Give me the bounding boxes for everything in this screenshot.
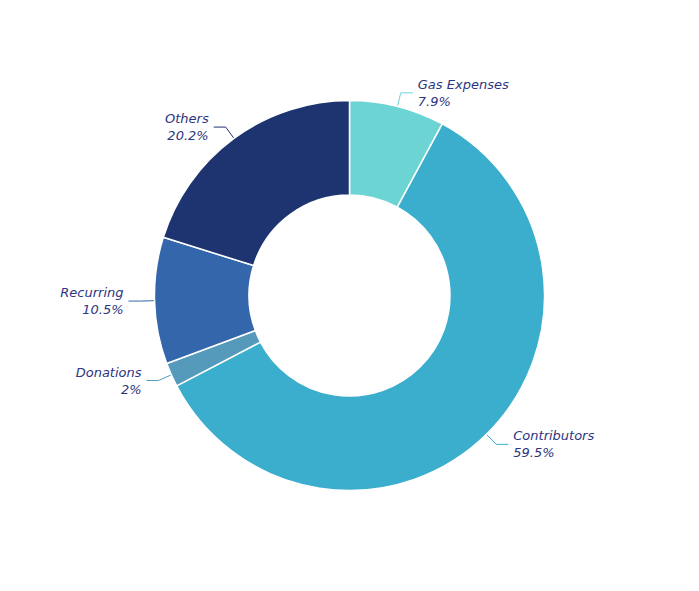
svg-text:Contributors: Contributors [513,428,594,443]
svg-text:20.2%: 20.2% [167,128,208,143]
svg-text:Donations: Donations [76,365,142,380]
svg-text:Others: Others [165,111,209,126]
svg-text:7.9%: 7.9% [418,94,451,109]
svg-text:Recurring: Recurring [60,285,123,300]
svg-text:Gas Expenses: Gas Expenses [418,77,509,92]
svg-text:59.5%: 59.5% [513,445,554,460]
svg-text:10.5%: 10.5% [82,302,123,317]
svg-text:2%: 2% [121,382,142,397]
